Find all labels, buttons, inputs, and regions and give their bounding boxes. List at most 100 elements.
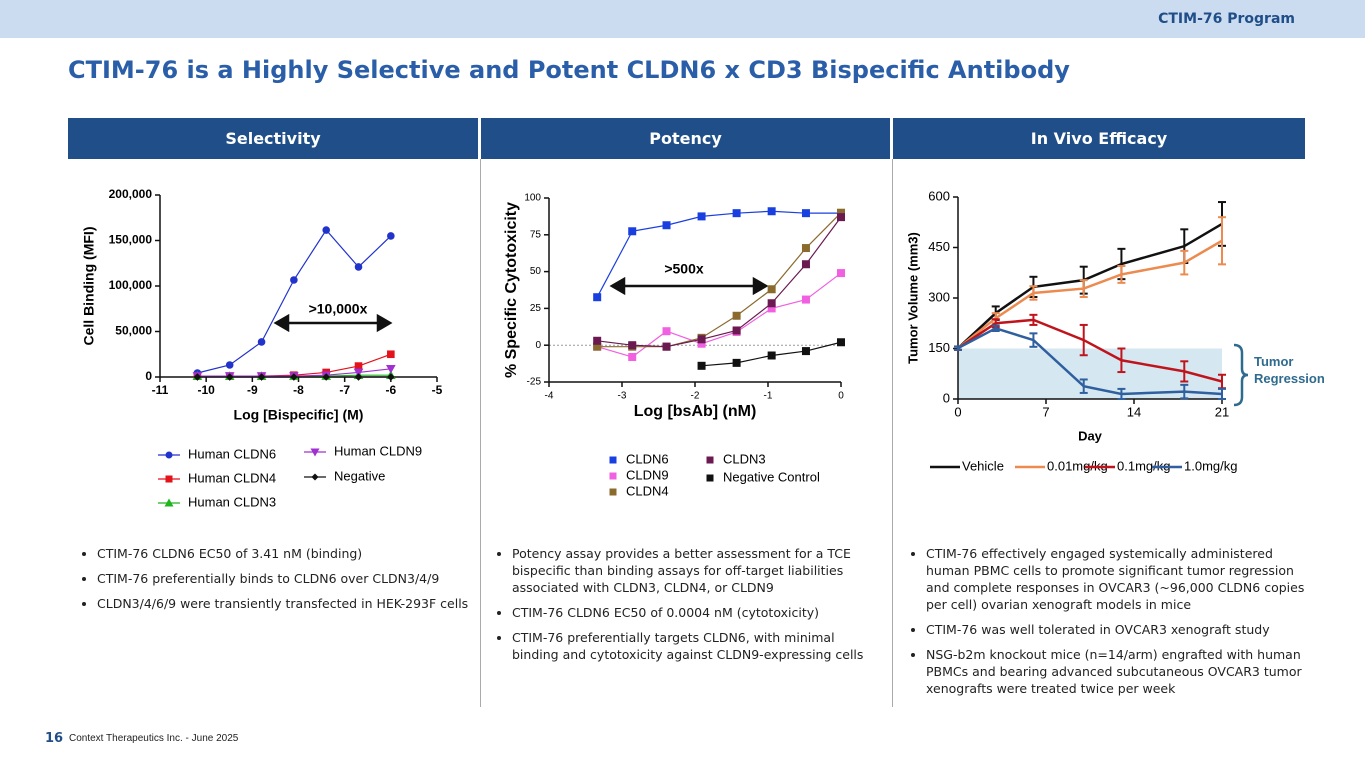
x-tick-label: -6 bbox=[385, 383, 396, 397]
marker bbox=[290, 276, 298, 284]
x-tick-label: -8 bbox=[293, 383, 304, 397]
x-tick-label: 14 bbox=[1127, 404, 1141, 419]
y-tick-label: 0 bbox=[943, 390, 950, 405]
bullet: CTIM-76 effectively engaged systemically… bbox=[926, 545, 1314, 613]
marker bbox=[801, 347, 810, 356]
x-tick-label: -1 bbox=[764, 391, 773, 402]
marker bbox=[609, 472, 617, 480]
marker bbox=[706, 474, 714, 482]
bullet: Potency assay provides a better assessme… bbox=[512, 545, 880, 596]
bullet: CTIM-76 preferentially binds to CLDN6 ov… bbox=[97, 570, 470, 587]
marker bbox=[593, 336, 602, 345]
legend-label: Vehicle bbox=[962, 458, 1004, 473]
marker bbox=[322, 373, 330, 381]
error-bar bbox=[1029, 332, 1038, 348]
marker bbox=[801, 295, 810, 304]
bullets: Potency assay provides a better assessme… bbox=[490, 545, 880, 671]
marker bbox=[353, 368, 364, 378]
marker bbox=[662, 342, 671, 351]
footer-text: Context Therapeutics Inc. - June 2025 bbox=[69, 733, 239, 744]
y-tick-label: -25 bbox=[527, 377, 542, 388]
bullet: CTIM-76 CLDN6 EC50 of 0.0004 nM (cytotox… bbox=[512, 604, 880, 621]
bullets: CTIM-76 CLDN6 EC50 of 3.41 nM (binding) C… bbox=[75, 545, 470, 620]
bullet: CTIM-76 was well tolerated in OVCAR3 xen… bbox=[926, 621, 1314, 638]
legend-label: Human CLDN3 bbox=[188, 494, 276, 509]
x-axis-label: Log [Bispecific] (M) bbox=[234, 407, 364, 423]
marker bbox=[662, 327, 671, 336]
marker bbox=[801, 209, 810, 218]
marker bbox=[767, 351, 776, 360]
divider bbox=[480, 159, 481, 707]
marker bbox=[225, 373, 234, 381]
marker bbox=[386, 365, 396, 374]
marker bbox=[354, 263, 363, 271]
marker bbox=[593, 293, 602, 302]
marker bbox=[628, 352, 637, 361]
legend-label: Human CLDN4 bbox=[188, 470, 276, 485]
legend-label: Negative Control bbox=[723, 469, 820, 484]
marker bbox=[697, 335, 706, 344]
x-tick-label: 21 bbox=[1215, 404, 1229, 419]
bullet: CTIM-76 CLDN6 EC50 of 3.41 nM (binding) bbox=[97, 545, 470, 562]
x-axis-label: Day bbox=[1078, 428, 1103, 443]
legend-label: CLDN6 bbox=[626, 451, 669, 466]
y-tick-label: 0 bbox=[145, 369, 152, 383]
error-bar bbox=[991, 324, 1000, 332]
x-tick-label: 0 bbox=[954, 404, 961, 419]
legend-label: Human CLDN9 bbox=[334, 443, 422, 458]
marker bbox=[801, 260, 810, 269]
marker bbox=[225, 361, 234, 369]
top-bar bbox=[0, 0, 1365, 38]
legend-label: CLDN3 bbox=[723, 451, 766, 466]
x-tick-label: -10 bbox=[197, 383, 215, 397]
y-tick-label: 450 bbox=[928, 239, 950, 254]
marker bbox=[609, 488, 617, 496]
error-bar bbox=[1079, 323, 1088, 357]
marker bbox=[257, 338, 266, 346]
marker bbox=[322, 226, 331, 234]
program-tag: CTIM-76 Program bbox=[1158, 11, 1295, 27]
marker bbox=[837, 269, 845, 278]
y-tick-label: 200,000 bbox=[109, 187, 153, 201]
y-axis-label: Cell Binding (MFI) bbox=[81, 227, 97, 346]
arrow bbox=[273, 276, 769, 333]
marker bbox=[387, 373, 395, 381]
y-tick-label: 150 bbox=[928, 340, 950, 355]
error-bar bbox=[1180, 360, 1189, 383]
legend-label: 1.0mg/kg bbox=[1184, 458, 1237, 473]
annotation: Tumor Regression bbox=[1254, 354, 1325, 386]
error-bar bbox=[954, 345, 962, 351]
marker bbox=[837, 213, 845, 222]
legend-label: Human CLDN6 bbox=[188, 446, 276, 461]
x-tick-label: -3 bbox=[618, 391, 627, 402]
error-bar bbox=[1029, 285, 1038, 301]
x-axis-label: Log [bsAb] (nM) bbox=[634, 403, 757, 420]
column-heading: In Vivo Efficacy bbox=[893, 118, 1305, 159]
marker bbox=[767, 285, 776, 294]
x-tick-label: -7 bbox=[339, 383, 350, 397]
x-tick-label: -9 bbox=[247, 383, 258, 397]
marker bbox=[837, 208, 845, 217]
marker bbox=[164, 498, 174, 507]
marker bbox=[706, 456, 714, 464]
marker bbox=[697, 212, 706, 221]
series-line bbox=[596, 210, 841, 298]
y-tick-label: 150,000 bbox=[109, 233, 153, 247]
marker bbox=[628, 227, 637, 236]
marker bbox=[387, 232, 395, 240]
bullet: NSG-b2m knockout mice (n=14/arm) engraft… bbox=[926, 646, 1314, 697]
legend-label: CLDN9 bbox=[626, 467, 669, 482]
series-line bbox=[597, 272, 842, 358]
marker bbox=[801, 244, 810, 253]
divider bbox=[892, 159, 893, 707]
marker bbox=[767, 304, 776, 313]
error-bar bbox=[1079, 378, 1088, 394]
y-tick-label: 0 bbox=[535, 340, 541, 351]
marker bbox=[165, 451, 173, 459]
x-tick-label: -11 bbox=[152, 383, 169, 397]
marker bbox=[767, 207, 776, 216]
bullet: CTIM-76 preferentially targets CLDN6, wi… bbox=[512, 629, 880, 663]
x-tick-label: 0 bbox=[838, 391, 844, 402]
marker bbox=[767, 299, 776, 308]
